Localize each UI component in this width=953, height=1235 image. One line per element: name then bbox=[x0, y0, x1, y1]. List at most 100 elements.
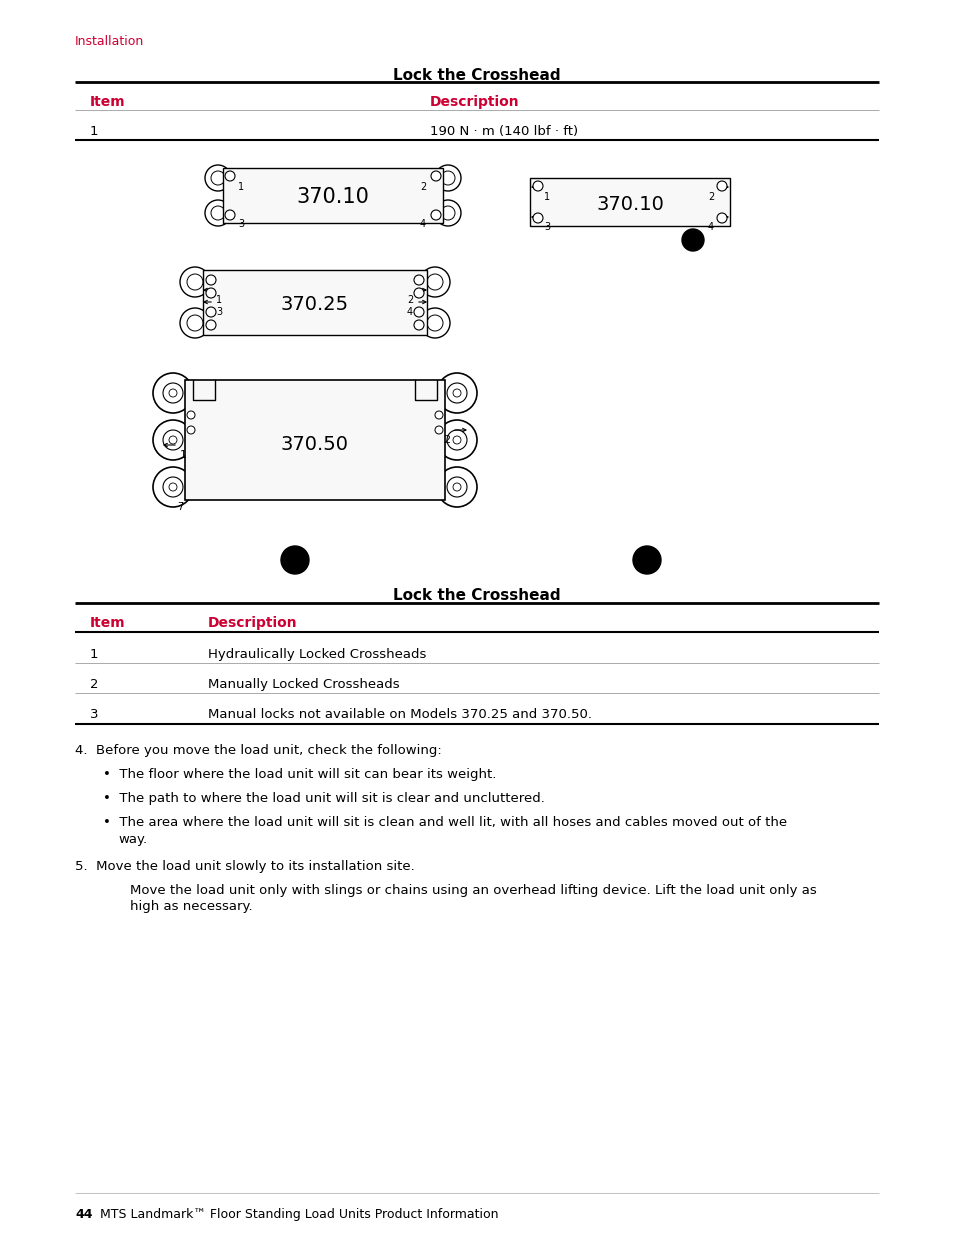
Circle shape bbox=[440, 206, 455, 220]
Circle shape bbox=[163, 430, 183, 450]
Circle shape bbox=[436, 420, 476, 459]
Text: Description: Description bbox=[208, 616, 297, 630]
Text: 1: 1 bbox=[543, 191, 550, 203]
Circle shape bbox=[414, 288, 423, 298]
Circle shape bbox=[427, 274, 442, 290]
Circle shape bbox=[419, 308, 450, 338]
Text: 3: 3 bbox=[543, 222, 550, 232]
Text: 190 N · m (140 lbf · ft): 190 N · m (140 lbf · ft) bbox=[430, 125, 578, 138]
Text: Description: Description bbox=[430, 95, 519, 109]
Circle shape bbox=[414, 275, 423, 285]
Text: Installation: Installation bbox=[75, 35, 144, 48]
Circle shape bbox=[187, 315, 203, 331]
Circle shape bbox=[435, 411, 442, 419]
Circle shape bbox=[717, 182, 726, 191]
Circle shape bbox=[453, 389, 460, 396]
Circle shape bbox=[281, 546, 309, 574]
Text: 1: 1 bbox=[180, 450, 187, 459]
Text: •  The path to where the load unit will sit is clear and uncluttered.: • The path to where the load unit will s… bbox=[103, 792, 544, 805]
Text: 7: 7 bbox=[177, 501, 183, 513]
FancyBboxPatch shape bbox=[185, 380, 444, 500]
Circle shape bbox=[447, 477, 467, 496]
Text: Item: Item bbox=[90, 616, 126, 630]
Circle shape bbox=[169, 483, 177, 492]
FancyBboxPatch shape bbox=[203, 270, 427, 335]
Circle shape bbox=[206, 288, 215, 298]
FancyBboxPatch shape bbox=[530, 178, 729, 226]
Circle shape bbox=[436, 373, 476, 412]
Circle shape bbox=[180, 308, 210, 338]
Circle shape bbox=[211, 170, 225, 185]
Circle shape bbox=[205, 200, 231, 226]
Text: 4: 4 bbox=[707, 222, 714, 232]
Circle shape bbox=[447, 383, 467, 403]
Circle shape bbox=[435, 426, 442, 433]
Circle shape bbox=[180, 267, 210, 296]
Text: 1: 1 bbox=[90, 125, 98, 138]
Circle shape bbox=[435, 165, 460, 191]
Text: 4.  Before you move the load unit, check the following:: 4. Before you move the load unit, check … bbox=[75, 743, 441, 757]
Circle shape bbox=[431, 210, 440, 220]
Circle shape bbox=[681, 228, 703, 251]
Text: 1: 1 bbox=[215, 295, 222, 305]
Text: 3: 3 bbox=[215, 308, 222, 317]
Circle shape bbox=[163, 477, 183, 496]
Circle shape bbox=[533, 212, 542, 224]
Circle shape bbox=[447, 430, 467, 450]
Circle shape bbox=[163, 383, 183, 403]
Text: 2: 2 bbox=[442, 435, 450, 445]
Text: way.: way. bbox=[118, 832, 147, 846]
Text: 3: 3 bbox=[90, 708, 98, 721]
Text: 3: 3 bbox=[688, 231, 696, 241]
Text: Lock the Crosshead: Lock the Crosshead bbox=[393, 588, 560, 603]
Text: 1: 1 bbox=[290, 547, 300, 562]
Circle shape bbox=[533, 182, 542, 191]
Text: 370.50: 370.50 bbox=[281, 436, 349, 454]
Circle shape bbox=[206, 275, 215, 285]
Text: 44: 44 bbox=[75, 1208, 92, 1221]
Circle shape bbox=[453, 483, 460, 492]
Text: 3: 3 bbox=[237, 219, 244, 228]
Text: 2: 2 bbox=[90, 678, 98, 692]
Text: 4: 4 bbox=[419, 219, 426, 228]
Circle shape bbox=[225, 210, 234, 220]
Text: Manually Locked Crossheads: Manually Locked Crossheads bbox=[208, 678, 399, 692]
Text: Item: Item bbox=[90, 95, 126, 109]
Circle shape bbox=[206, 320, 215, 330]
Text: 370.10: 370.10 bbox=[296, 186, 369, 207]
Circle shape bbox=[205, 165, 231, 191]
Circle shape bbox=[211, 206, 225, 220]
Text: Move the load unit only with slings or chains using an overhead lifting device. : Move the load unit only with slings or c… bbox=[130, 884, 816, 897]
Circle shape bbox=[440, 170, 455, 185]
Circle shape bbox=[414, 320, 423, 330]
Text: 2: 2 bbox=[707, 191, 714, 203]
Circle shape bbox=[206, 308, 215, 317]
Text: Lock the Crosshead: Lock the Crosshead bbox=[393, 68, 560, 83]
Circle shape bbox=[427, 315, 442, 331]
Text: •  The floor where the load unit will sit can bear its weight.: • The floor where the load unit will sit… bbox=[103, 768, 496, 781]
FancyBboxPatch shape bbox=[223, 168, 442, 224]
Text: 2: 2 bbox=[641, 547, 652, 562]
Circle shape bbox=[431, 170, 440, 182]
Text: Manual locks not available on Models 370.25 and 370.50.: Manual locks not available on Models 370… bbox=[208, 708, 592, 721]
Text: 1: 1 bbox=[90, 648, 98, 661]
Circle shape bbox=[453, 436, 460, 445]
Circle shape bbox=[414, 308, 423, 317]
Circle shape bbox=[152, 373, 193, 412]
Text: •  The area where the load unit will sit is clean and well lit, with all hoses a: • The area where the load unit will sit … bbox=[103, 816, 786, 829]
Circle shape bbox=[169, 389, 177, 396]
Circle shape bbox=[633, 546, 660, 574]
Text: 370.10: 370.10 bbox=[596, 194, 663, 214]
Circle shape bbox=[169, 436, 177, 445]
Circle shape bbox=[435, 200, 460, 226]
Text: 5.  Move the load unit slowly to its installation site.: 5. Move the load unit slowly to its inst… bbox=[75, 860, 415, 873]
Circle shape bbox=[152, 467, 193, 508]
Circle shape bbox=[187, 274, 203, 290]
Text: 2: 2 bbox=[419, 182, 426, 191]
Circle shape bbox=[717, 212, 726, 224]
Circle shape bbox=[436, 467, 476, 508]
Circle shape bbox=[187, 411, 194, 419]
Circle shape bbox=[152, 420, 193, 459]
Text: MTS Landmark™ Floor Standing Load Units Product Information: MTS Landmark™ Floor Standing Load Units … bbox=[100, 1208, 498, 1221]
Circle shape bbox=[187, 426, 194, 433]
